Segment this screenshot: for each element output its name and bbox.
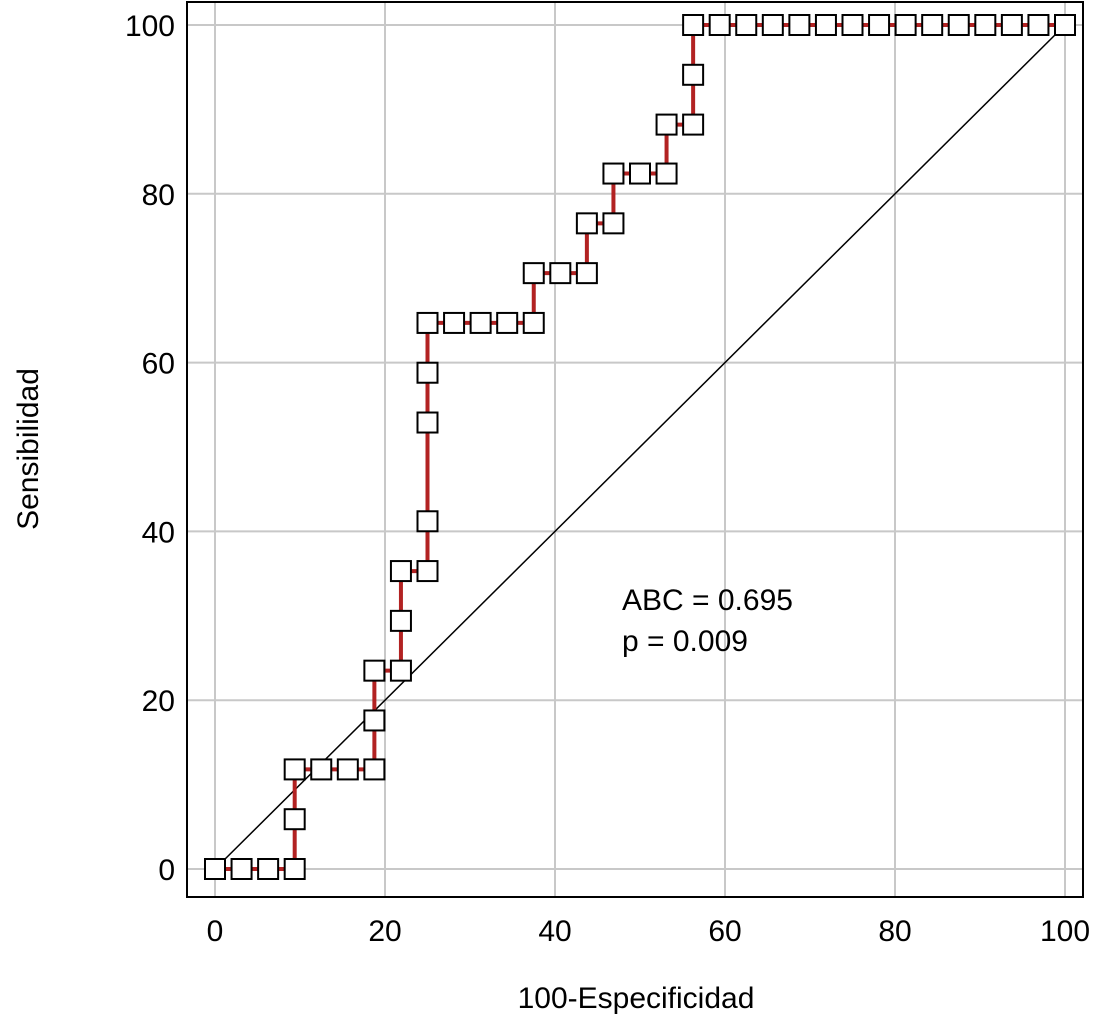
roc-point-27 <box>602 212 625 235</box>
auc-annotation: ABC = 0.695 <box>622 584 793 617</box>
y-tick-label-80: 80 <box>142 179 175 212</box>
roc-point-33 <box>682 63 705 86</box>
roc-point-14 <box>416 560 439 583</box>
roc-point-3 <box>283 858 306 880</box>
roc-point-18 <box>416 311 439 334</box>
roc-point-24 <box>549 262 572 285</box>
roc-point-41 <box>868 14 891 36</box>
roc-point-29 <box>629 162 651 185</box>
x-tick-label-80: 80 <box>878 915 911 948</box>
x-axis-ticks: 0 20 40 60 80 100 <box>207 915 1090 948</box>
roc-point-8 <box>363 758 386 781</box>
y-tick-label-0: 0 <box>158 854 175 887</box>
roc-point-38 <box>788 14 811 36</box>
x-tick-label-20: 20 <box>368 915 401 948</box>
roc-point-6 <box>310 758 333 781</box>
x-tick-label-40: 40 <box>538 915 571 948</box>
x-tick-label-100: 100 <box>1040 915 1090 948</box>
roc-point-11 <box>389 659 412 682</box>
roc-point-36 <box>735 14 758 36</box>
roc-point-47 <box>1027 14 1050 36</box>
reference-diagonal-line <box>214 24 1066 870</box>
roc-point-16 <box>416 411 439 434</box>
p-value-annotation: p = 0.009 <box>622 625 748 658</box>
roc-point-30 <box>655 162 678 185</box>
roc-point-20 <box>469 311 492 334</box>
y-tick-label-60: 60 <box>142 348 175 381</box>
roc-point-15 <box>416 510 439 533</box>
y-tick-label-20: 20 <box>142 685 175 718</box>
roc-point-12 <box>389 609 412 632</box>
roc-point-35 <box>708 14 731 36</box>
x-tick-label-0: 0 <box>207 915 224 948</box>
roc-point-32 <box>682 113 705 136</box>
x-tick-label-60: 60 <box>708 915 741 948</box>
roc-point-26 <box>575 212 598 235</box>
roc-point-5 <box>283 758 306 781</box>
roc-point-17 <box>416 361 439 384</box>
roc-point-40 <box>841 14 864 36</box>
roc-point-13 <box>389 560 412 583</box>
roc-point-44 <box>947 14 970 36</box>
x-axis-title: 100-Especificidad <box>518 982 755 1015</box>
roc-point-37 <box>761 14 784 36</box>
roc-point-31 <box>655 113 678 136</box>
roc-point-0 <box>204 858 226 880</box>
y-axis-ticks: 0 20 40 60 80 100 <box>125 10 175 887</box>
roc-point-2 <box>257 858 280 880</box>
roc-point-42 <box>894 14 917 36</box>
y-axis-title: Sensibilidad <box>12 368 45 530</box>
roc-point-1 <box>230 858 253 880</box>
roc-point-7 <box>336 758 359 781</box>
roc-point-10 <box>363 659 386 682</box>
roc-point-4 <box>283 808 306 831</box>
roc-point-19 <box>443 311 466 334</box>
roc-point-28 <box>602 162 625 185</box>
roc-point-21 <box>496 311 519 334</box>
roc-point-45 <box>974 14 997 36</box>
roc-point-9 <box>363 709 386 732</box>
plot-frame <box>186 1 1084 898</box>
roc-point-39 <box>814 14 837 36</box>
roc-point-25 <box>575 262 598 285</box>
roc-point-43 <box>921 14 944 36</box>
y-tick-label-100: 100 <box>125 10 175 43</box>
roc-point-23 <box>522 262 545 285</box>
roc-point-22 <box>522 311 545 334</box>
y-tick-label-40: 40 <box>142 516 175 549</box>
roc-point-34 <box>682 14 705 36</box>
roc-point-48 <box>1054 14 1076 36</box>
roc-point-46 <box>1000 14 1023 36</box>
roc-markers <box>204 14 1076 880</box>
grid-lines <box>187 2 1083 897</box>
